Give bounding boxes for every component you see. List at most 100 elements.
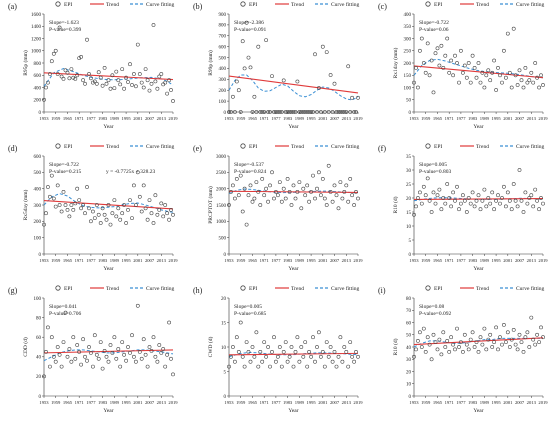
- data-point: [299, 110, 304, 114]
- x-tick-label: 1971: [75, 116, 85, 121]
- data-point: [494, 325, 499, 330]
- data-point: [57, 352, 62, 357]
- chart-panel: (b) EPI Trend Curve fitting 0 100 200 300 400 500…: [193, 1, 363, 130]
- data-point: [128, 198, 132, 203]
- data-point: [242, 186, 247, 191]
- legend-curve-label: Curve fitting: [516, 143, 545, 150]
- data-point: [167, 320, 172, 325]
- x-tick-label: 1977: [271, 116, 281, 121]
- data-point: [313, 196, 317, 201]
- x-tick-label: 1977: [271, 400, 281, 405]
- data-point: [427, 342, 432, 347]
- data-point: [505, 31, 510, 36]
- data-point: [523, 66, 528, 70]
- y-tick-label: 400: [219, 67, 227, 72]
- data-point: [289, 203, 294, 207]
- y-tick-label: 100: [404, 86, 412, 91]
- data-point: [143, 352, 148, 357]
- data-point: [279, 199, 284, 204]
- data-point: [100, 366, 105, 371]
- data-point: [299, 345, 304, 349]
- data-point: [252, 94, 257, 99]
- y-tick-label: 35: [406, 155, 412, 160]
- x-tick-label: 2001: [133, 400, 143, 405]
- data-point: [77, 56, 82, 61]
- data-point: [332, 81, 337, 86]
- data-point: [77, 198, 82, 203]
- x-axis-title: Year: [103, 124, 113, 130]
- y-tick-label: 5: [224, 370, 227, 375]
- data-point: [270, 349, 274, 354]
- data-point: [100, 206, 105, 211]
- x-tick-label: 1971: [75, 400, 85, 405]
- data-point: [466, 196, 471, 200]
- legend-trend-label: Trend: [106, 286, 119, 292]
- data-point: [118, 364, 123, 369]
- data-point: [309, 189, 314, 194]
- data-point: [425, 41, 430, 46]
- x-tick-label: 1983: [98, 400, 108, 405]
- legend-epi-marker: [55, 143, 61, 149]
- panel-label: (c): [378, 2, 387, 11]
- y-tick-label: 1600: [31, 13, 42, 18]
- legend-epi-label: EPI: [64, 2, 72, 8]
- data-point: [227, 364, 231, 369]
- data-point: [260, 359, 265, 364]
- data-point: [297, 110, 302, 114]
- data-point: [541, 335, 545, 340]
- data-point: [264, 38, 269, 43]
- x-tick-label: 2007: [330, 116, 340, 121]
- y-tick-label: 600: [34, 155, 42, 160]
- data-point: [322, 110, 327, 114]
- data-point: [55, 183, 60, 188]
- pvalue-annotation: P-value=0.399: [49, 27, 82, 33]
- data-point: [118, 217, 123, 222]
- data-point: [49, 335, 54, 340]
- data-point: [165, 91, 170, 96]
- data-point: [264, 354, 269, 359]
- y-tick-label: 800: [34, 62, 42, 67]
- data-point: [320, 349, 325, 354]
- data-point: [227, 203, 231, 207]
- y-tick-label: 80: [406, 297, 412, 302]
- data-point: [98, 340, 103, 345]
- data-point: [53, 359, 58, 364]
- data-point: [57, 203, 62, 207]
- data-point: [486, 68, 491, 73]
- data-point: [421, 326, 426, 331]
- data-point: [133, 84, 138, 89]
- data-point: [139, 209, 144, 214]
- data-point: [336, 354, 341, 359]
- x-tick-label: 2013: [527, 400, 537, 405]
- pvalue-annotation: P-value=0.06: [419, 27, 449, 33]
- data-point: [326, 110, 331, 114]
- data-point: [501, 322, 506, 327]
- data-point: [541, 83, 545, 87]
- data-point: [291, 183, 296, 188]
- data-point: [414, 347, 418, 352]
- data-point: [332, 349, 337, 354]
- x-tick-label: 1959: [51, 258, 61, 263]
- data-point: [417, 190, 422, 195]
- data-point: [449, 58, 454, 63]
- data-point: [131, 72, 136, 76]
- data-point: [492, 207, 497, 212]
- data-point: [61, 77, 66, 81]
- data-point: [352, 203, 357, 207]
- data-point: [44, 85, 48, 90]
- data-point: [232, 359, 237, 364]
- data-point: [338, 180, 343, 185]
- data-point: [474, 198, 479, 203]
- y-tick-label: 0: [409, 395, 412, 400]
- data-point: [460, 70, 465, 75]
- data-point: [270, 74, 274, 79]
- data-point: [468, 337, 473, 342]
- y-tick-label: 20: [221, 297, 227, 302]
- panel-label: (f): [378, 144, 386, 153]
- data-point: [457, 207, 461, 212]
- x-tick-label: 1983: [98, 258, 108, 263]
- x-tick-label: 1977: [86, 400, 96, 405]
- data-point: [44, 349, 48, 354]
- x-tick-label: 1977: [456, 116, 466, 121]
- data-point: [431, 190, 436, 195]
